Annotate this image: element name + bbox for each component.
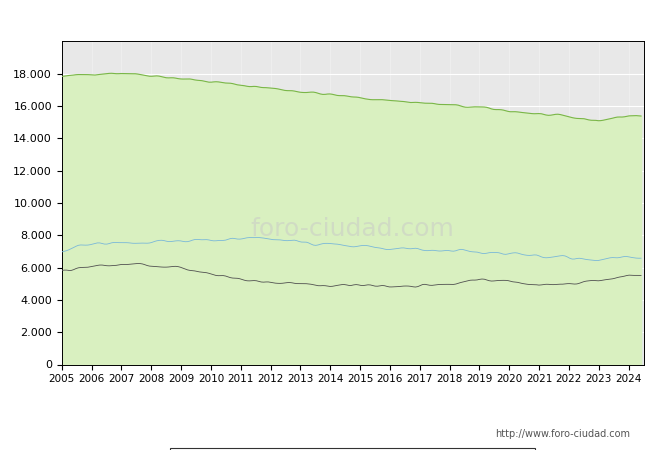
Text: foro-ciudad.com: foro-ciudad.com — [251, 217, 454, 241]
Legend: Ocupados, Parados, Hab. entre 16-64: Ocupados, Parados, Hab. entre 16-64 — [170, 448, 535, 450]
Text: Marín - Evolucion de la poblacion en edad de Trabajar Mayo de 2024: Marín - Evolucion de la poblacion en eda… — [74, 10, 576, 27]
Text: http://www.foro-ciudad.com: http://www.foro-ciudad.com — [495, 429, 630, 439]
